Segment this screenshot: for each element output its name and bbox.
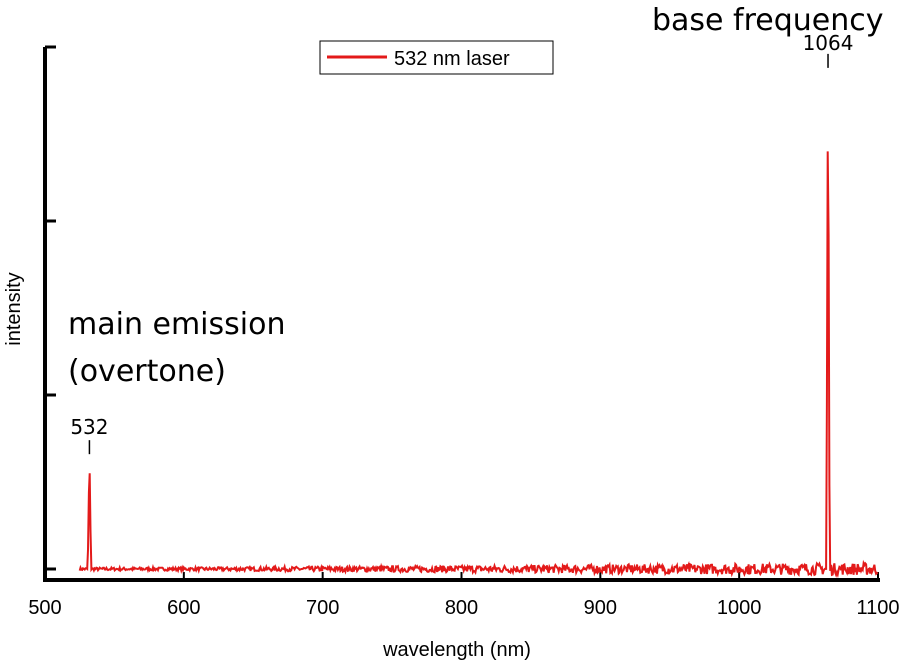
series-line-532nm-laser [78,151,879,579]
peak-532-label: 532 [70,415,108,439]
legend: 532 nm laser [319,40,554,75]
annotation-overtone: (overtone) [68,354,226,389]
x-tick-label: 500 [28,597,61,619]
x-tick-label: 800 [445,597,478,619]
x-axis-title: wavelength (nm) [382,639,531,661]
legend-label: 532 nm laser [394,48,510,70]
annotation-main-emission: main emission [68,307,285,342]
x-tick-label: 700 [306,597,339,619]
x-tick-label: 600 [167,597,200,619]
x-tick-label: 1000 [717,597,762,619]
peak-1064-label: 1064 [803,31,854,55]
x-tick-label: 1100 [856,597,899,619]
y-axis-title: intensity [3,272,25,345]
annotation-base-frequency: base frequency [652,3,884,38]
x-tick-label: 900 [584,597,617,619]
